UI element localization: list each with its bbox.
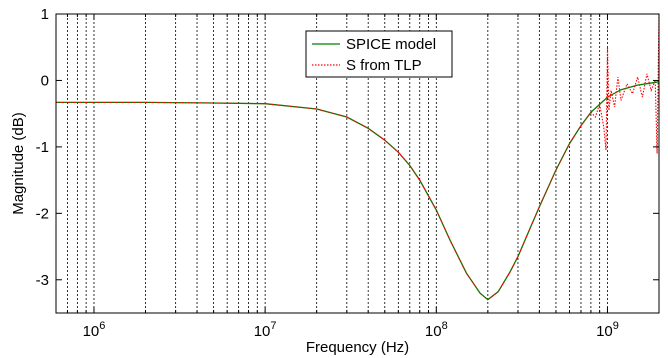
legend: SPICE model S from TLP — [305, 30, 453, 78]
legend-label-1: SPICE model — [346, 36, 436, 53]
tick-labels: 1 0 -1 -2 -3 106 107 108 109 — [36, 6, 619, 340]
x-tick-label: 109 — [596, 320, 619, 340]
y-tick-label: 1 — [41, 6, 49, 23]
legend-label-2: S from TLP — [346, 57, 422, 74]
series-line-2 — [56, 13, 660, 301]
y-tick-label: -3 — [36, 272, 49, 289]
x-axis-label: Frequency (Hz) — [306, 339, 409, 356]
y-tick-label: -1 — [36, 139, 49, 156]
y-axis-label: Magnitude (dB) — [10, 112, 27, 215]
plot-series — [56, 13, 660, 301]
x-tick-label: 107 — [254, 320, 277, 340]
y-tick-label: -2 — [36, 205, 49, 222]
x-tick-label: 108 — [425, 320, 448, 340]
legend-box — [305, 30, 453, 78]
y-tick-label: 0 — [41, 72, 49, 89]
plot-area-frame — [55, 13, 660, 314]
axis-ticks — [55, 13, 660, 313]
grid-lines — [55, 14, 660, 313]
x-tick-label: 106 — [83, 320, 106, 340]
